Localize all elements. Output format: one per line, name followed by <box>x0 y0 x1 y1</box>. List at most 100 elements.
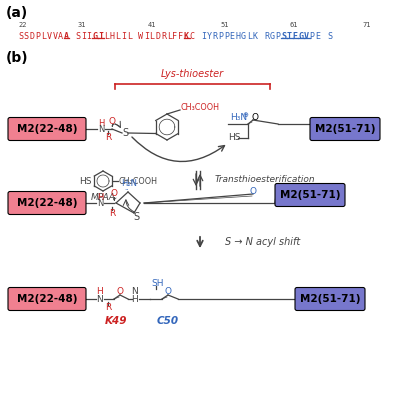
Text: O: O <box>251 113 258 122</box>
Text: D: D <box>29 32 34 41</box>
Text: G: G <box>298 32 302 41</box>
Text: R: R <box>160 32 166 41</box>
Text: L: L <box>41 32 46 41</box>
Text: I: I <box>87 32 91 41</box>
Text: MPAA: MPAA <box>90 192 115 201</box>
Text: H₂N: H₂N <box>121 180 137 188</box>
Text: R: R <box>109 209 115 217</box>
FancyBboxPatch shape <box>8 117 86 140</box>
Text: 61: 61 <box>289 22 298 28</box>
FancyBboxPatch shape <box>294 288 364 310</box>
Text: H: H <box>235 32 240 41</box>
Text: O: O <box>110 190 117 198</box>
Text: G: G <box>241 32 245 41</box>
Text: 31: 31 <box>78 22 86 28</box>
Text: M2(51-71): M2(51-71) <box>314 124 374 134</box>
Text: (a): (a) <box>6 6 28 20</box>
Text: S: S <box>75 32 80 41</box>
Text: V: V <box>47 32 51 41</box>
Text: R: R <box>263 32 268 41</box>
Text: M2(22-48): M2(22-48) <box>17 198 77 208</box>
FancyBboxPatch shape <box>274 184 344 207</box>
Text: M2(22-48): M2(22-48) <box>17 294 77 304</box>
Text: F: F <box>172 32 177 41</box>
Text: L: L <box>115 32 120 41</box>
Text: Y: Y <box>206 32 211 41</box>
Text: L: L <box>126 32 132 41</box>
Text: N: N <box>131 288 138 296</box>
Text: V: V <box>303 32 308 41</box>
Text: N: N <box>96 294 103 304</box>
Text: G: G <box>92 32 97 41</box>
Text: P: P <box>218 32 223 41</box>
Text: S: S <box>122 128 128 138</box>
Text: H: H <box>109 32 114 41</box>
Text: O: O <box>249 186 256 196</box>
Text: I: I <box>200 32 206 41</box>
Text: 51: 51 <box>219 22 228 28</box>
Text: H: H <box>131 296 138 304</box>
Text: D: D <box>155 32 160 41</box>
Text: O: O <box>164 288 171 296</box>
Text: 71: 71 <box>361 22 370 28</box>
Text: M2(51-71): M2(51-71) <box>279 190 339 200</box>
Text: K: K <box>252 32 257 41</box>
Text: K49: K49 <box>105 316 127 326</box>
Text: 22: 22 <box>18 22 26 28</box>
Text: SH: SH <box>151 279 164 288</box>
Text: P: P <box>275 32 280 41</box>
Text: A: A <box>58 32 63 41</box>
Text: E: E <box>315 32 320 41</box>
Text: H₃N: H₃N <box>229 113 247 122</box>
Text: L: L <box>166 32 171 41</box>
Text: I: I <box>144 32 148 41</box>
Text: S: S <box>18 32 23 41</box>
Text: P: P <box>223 32 228 41</box>
Text: H: H <box>97 119 104 128</box>
Text: F: F <box>178 32 183 41</box>
Text: S → N acyl shift: S → N acyl shift <box>225 237 300 247</box>
Text: S: S <box>133 212 139 222</box>
Text: I: I <box>98 32 103 41</box>
Text: CH₃COOH: CH₃COOH <box>180 103 219 113</box>
Text: H: H <box>96 288 103 296</box>
Text: CH₂COOH: CH₂COOH <box>119 176 158 186</box>
FancyBboxPatch shape <box>8 288 86 310</box>
Text: P: P <box>309 32 314 41</box>
Text: T: T <box>286 32 291 41</box>
Text: Lys-thioester: Lys-thioester <box>160 69 223 79</box>
Text: Transthioesterification: Transthioesterification <box>215 176 315 184</box>
Text: L: L <box>103 32 109 41</box>
Text: E: E <box>292 32 297 41</box>
Text: HS: HS <box>227 134 240 142</box>
Text: N: N <box>97 198 103 207</box>
Text: E: E <box>229 32 234 41</box>
Text: HS: HS <box>79 176 91 186</box>
Text: 41: 41 <box>148 22 156 28</box>
Text: I: I <box>121 32 126 41</box>
FancyBboxPatch shape <box>8 192 86 215</box>
Text: L: L <box>246 32 251 41</box>
Text: V: V <box>52 32 57 41</box>
Text: A: A <box>64 32 69 41</box>
Text: S: S <box>326 32 331 41</box>
Text: I: I <box>81 32 86 41</box>
Text: (b): (b) <box>6 51 28 65</box>
FancyBboxPatch shape <box>309 117 379 140</box>
Text: ··: ·· <box>124 187 129 193</box>
Text: H: H <box>97 192 103 201</box>
Text: R: R <box>105 132 111 142</box>
Text: C50: C50 <box>156 316 178 326</box>
Text: C: C <box>189 32 194 41</box>
Text: S: S <box>280 32 286 41</box>
Text: K: K <box>183 32 188 41</box>
Text: G: G <box>269 32 274 41</box>
Text: S: S <box>24 32 28 41</box>
Text: M2(22-48): M2(22-48) <box>17 124 77 134</box>
Text: W: W <box>138 32 143 41</box>
Text: P: P <box>35 32 40 41</box>
Text: N: N <box>97 124 104 134</box>
Text: O: O <box>108 117 115 126</box>
Text: R: R <box>212 32 217 41</box>
Text: R: R <box>105 304 111 312</box>
